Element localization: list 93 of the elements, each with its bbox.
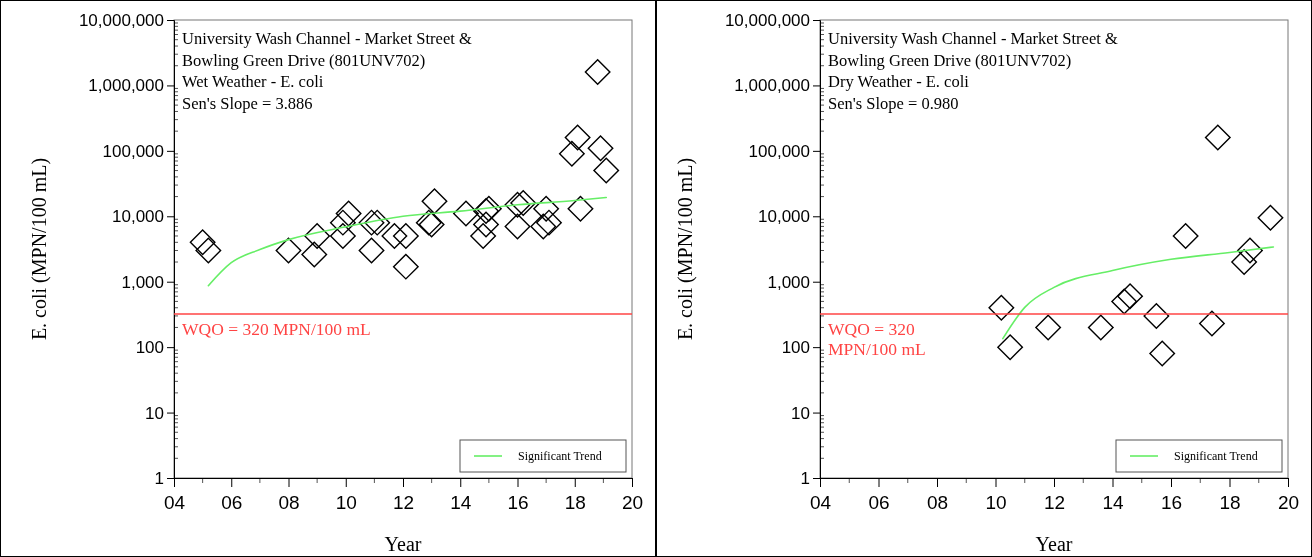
x-tick-label: 14	[450, 492, 472, 513]
text: Dry Weather - E. coli	[828, 72, 970, 91]
point	[335, 200, 362, 227]
point	[1149, 340, 1176, 367]
point	[453, 200, 479, 227]
x-tick-label: 08	[926, 492, 949, 513]
y-tick-label: 1,000	[767, 272, 810, 292]
y-tick-label: 1	[154, 468, 164, 488]
x-tick-label: 16	[1160, 492, 1183, 513]
point	[195, 237, 222, 264]
y-axis-title: E. coli (MPN/100 mL)	[28, 157, 51, 341]
legend-label: Significant Trend	[518, 449, 602, 463]
point	[1204, 124, 1231, 151]
ref-line-label: WQO = 320 MPN/100 mL	[182, 319, 371, 340]
point	[584, 59, 611, 86]
point	[587, 135, 614, 162]
point	[1231, 249, 1258, 275]
y-tick-label: 10	[145, 403, 164, 423]
y-tick-label: 100,000	[748, 141, 810, 161]
point	[275, 237, 302, 264]
point	[533, 195, 560, 222]
point	[392, 223, 419, 249]
x-tick-label: 18	[1219, 492, 1241, 513]
point	[301, 241, 328, 268]
text: University Wash Channel - Market Street & Bowling Green Drive (801UNV702)	[182, 29, 472, 70]
x-tick-label: 12	[392, 492, 415, 513]
y-tick-label: 100	[135, 338, 164, 358]
annotation: Sen's Slope = 3.886	[182, 93, 313, 113]
point	[1237, 237, 1263, 264]
x-tick-label: 06	[868, 492, 890, 513]
point	[558, 140, 585, 167]
annotation: Sen's Slope = 0.980	[828, 93, 959, 113]
y-tick-label: 10,000	[112, 207, 164, 227]
point	[392, 253, 419, 280]
x-tick-label: 12	[1043, 492, 1066, 513]
y-tick-label: 100	[781, 338, 810, 358]
point	[1087, 314, 1114, 341]
y-tick-label: 10	[791, 403, 810, 423]
x-axis-title: Year	[1035, 533, 1073, 555]
legend-label: Significant Trend	[1174, 449, 1258, 463]
x-axis-title: Year	[384, 533, 422, 555]
ref-line-label: WQO = 320 MPN/100 mL	[828, 319, 926, 360]
point	[1257, 204, 1284, 231]
point	[536, 209, 562, 236]
point	[470, 223, 497, 249]
y-tick-label: 10,000,000	[78, 10, 164, 30]
point	[1117, 283, 1143, 310]
x-tick-label: 08	[278, 492, 300, 513]
x-tick-label: 10	[335, 492, 357, 513]
x-tick-label: 04	[163, 492, 186, 513]
x-tick-label: 04	[809, 492, 832, 513]
point	[530, 213, 557, 240]
point	[997, 334, 1024, 361]
point	[358, 237, 385, 264]
line-series	[207, 196, 608, 287]
text: Wet Weather - E. coli	[182, 72, 324, 91]
point	[567, 195, 594, 222]
point	[1111, 288, 1138, 315]
y-tick-label: 10,000	[758, 207, 810, 227]
point	[1199, 310, 1225, 337]
x-tick-label: 18	[564, 492, 586, 513]
point	[1035, 314, 1062, 341]
y-tick-label: 10,000,000	[724, 10, 810, 30]
y-tick-label: 1	[800, 468, 810, 488]
point	[593, 157, 620, 184]
point	[504, 191, 531, 218]
x-tick-label: 16	[507, 492, 529, 513]
x-tick-label: 10	[985, 492, 1007, 513]
point	[1143, 302, 1170, 329]
point	[504, 213, 531, 240]
y-tick-label: 100,000	[102, 141, 164, 161]
point	[364, 209, 391, 236]
point	[1172, 223, 1199, 249]
point	[421, 188, 448, 215]
point	[510, 189, 537, 216]
point	[564, 124, 591, 151]
point	[329, 223, 356, 249]
point	[329, 209, 356, 236]
point	[473, 211, 499, 238]
y-axis-title: E. coli (MPN/100 mL)	[674, 157, 697, 341]
point	[381, 223, 408, 249]
point	[304, 223, 331, 249]
y-tick-label: 1,000,000	[734, 76, 810, 96]
point	[988, 294, 1015, 321]
x-tick-label: 20	[621, 492, 644, 513]
x-tick-label: 06	[221, 492, 243, 513]
text: University Wash Channel - Market Street & Bowling Green Drive (801UNV702)	[828, 29, 1118, 70]
y-tick-label: 1,000	[121, 272, 164, 292]
x-tick-label: 14	[1102, 492, 1124, 513]
point	[189, 229, 216, 256]
y-tick-label: 1,000,000	[88, 76, 164, 96]
x-tick-label: 20	[1277, 492, 1300, 513]
point	[358, 209, 385, 236]
